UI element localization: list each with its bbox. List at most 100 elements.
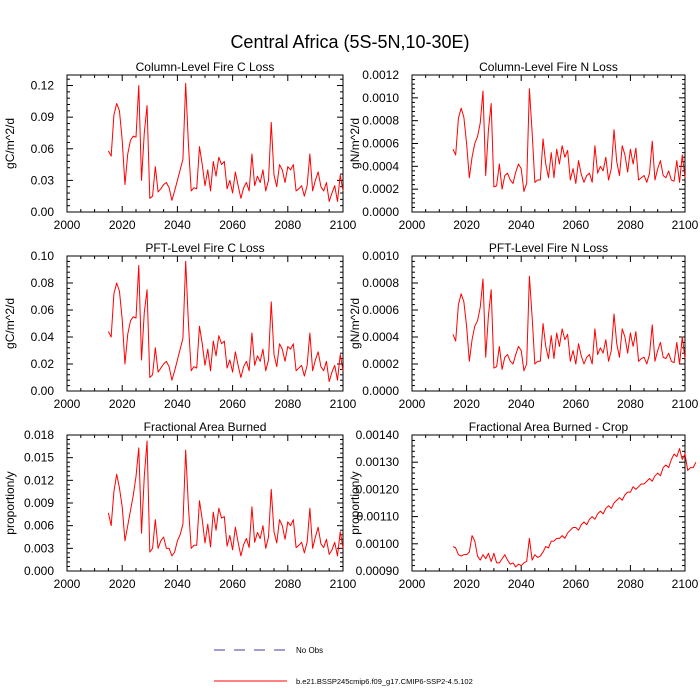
x-tick-label: 2060 <box>219 397 246 411</box>
x-tick-label: 2100 <box>330 218 357 232</box>
y-tick-label: 0.015 <box>24 451 54 465</box>
x-tick-label: 2020 <box>109 218 136 232</box>
panel-frame <box>411 434 686 572</box>
y-tick-label: 0.0002 <box>362 182 399 196</box>
y-tick-label: 0.018 <box>24 428 54 442</box>
x-tick-label: 2000 <box>399 218 426 232</box>
panel-frame <box>66 74 344 213</box>
x-tick-label: 2020 <box>453 218 480 232</box>
y-tick-label: 0.06 <box>31 303 55 317</box>
y-tick-label: 0.0010 <box>362 249 399 263</box>
panel-title: Column-Level Fire N Loss <box>479 60 618 74</box>
x-tick-label: 2080 <box>274 577 301 591</box>
panel-frame <box>411 255 686 392</box>
y-tick-label: 0.00 <box>31 384 55 398</box>
y-tick-label: 0.08 <box>31 276 55 290</box>
y-tick-label: 0.04 <box>31 330 55 344</box>
x-tick-label: 2080 <box>617 577 644 591</box>
legend: No Obs b.e21.BSSP245cmip6.f09_g17.CMIP6-… <box>214 646 473 686</box>
y-tick-label: 0.0012 <box>362 68 399 82</box>
y-tick-label: 0.12 <box>31 79 55 93</box>
series-line <box>107 440 344 557</box>
series-line <box>107 82 344 202</box>
x-tick-label: 2040 <box>508 577 535 591</box>
x-tick-label: 2080 <box>274 218 301 232</box>
panel-title: Fractional Area Burned - Crop <box>469 420 629 434</box>
y-tick-label: 0.02 <box>31 357 55 371</box>
x-tick-label: 2100 <box>330 397 357 411</box>
x-tick-label: 2040 <box>164 577 191 591</box>
y-tick-label: 0.0006 <box>362 303 399 317</box>
y-tick-label: 0.012 <box>24 473 54 487</box>
y-tick-label: 0.000 <box>24 564 54 578</box>
panel-2: PFT-Level Fire C Loss gC/m^2/d 2000 2020 204… <box>3 241 357 411</box>
y-axis-label: gC/m^2/d <box>3 118 17 169</box>
x-tick-label: 2020 <box>109 397 136 411</box>
y-tick-label: 0.0002 <box>362 357 399 371</box>
y-tick-label: 0.0004 <box>362 159 399 173</box>
series-line <box>452 275 686 372</box>
legend-label-model-run: b.e21.BSSP245cmip6.f09_g17.CMIP6-SSP2-4.… <box>296 677 473 686</box>
y-tick-label: 0.006 <box>24 519 54 533</box>
y-tick-label: 0.0010 <box>362 91 399 105</box>
y-axis-label: gN/m^2/d <box>348 298 362 349</box>
y-tick-label: 0.03 <box>31 173 55 187</box>
x-tick-label: 2000 <box>54 577 81 591</box>
x-tick-label: 2040 <box>508 397 535 411</box>
y-tick-label: 0.0008 <box>362 276 399 290</box>
y-tick-label: 0.00110 <box>357 510 400 524</box>
x-tick-label: 2100 <box>672 397 699 411</box>
panel-5: Fractional Area Burned - Crop proportion/… <box>348 420 699 591</box>
y-tick-label: 0.003 <box>24 541 54 555</box>
x-tick-label: 2100 <box>330 577 357 591</box>
y-tick-label: 0.00140 <box>356 428 400 442</box>
x-tick-label: 2060 <box>562 397 589 411</box>
series-line <box>107 260 344 383</box>
y-tick-label: 0.00130 <box>356 455 400 469</box>
panel-0: Column-Level Fire C Loss gC/m^2/d 2000 2020… <box>3 60 357 232</box>
y-tick-label: 0.0000 <box>362 384 399 398</box>
x-tick-label: 2060 <box>562 577 589 591</box>
x-tick-label: 2080 <box>617 218 644 232</box>
x-tick-label: 2040 <box>508 218 535 232</box>
x-tick-label: 2080 <box>274 397 301 411</box>
x-tick-label: 2020 <box>453 577 480 591</box>
x-tick-label: 2000 <box>54 397 81 411</box>
x-tick-label: 2100 <box>672 218 699 232</box>
y-tick-label: 0.10 <box>31 249 55 263</box>
panel-title: PFT-Level Fire C Loss <box>145 241 264 255</box>
y-tick-label: 0.00 <box>31 205 55 219</box>
y-axis-label: gN/m^2/d <box>348 118 362 169</box>
panel-3: PFT-Level Fire N Loss gN/m^2/d 2000 2020 204… <box>348 241 699 411</box>
x-tick-label: 2000 <box>399 397 426 411</box>
series-line <box>452 88 686 192</box>
y-tick-label: 0.0008 <box>362 114 399 128</box>
x-tick-label: 2000 <box>54 218 81 232</box>
panel-frame <box>411 74 686 213</box>
x-tick-label: 2080 <box>617 397 644 411</box>
x-tick-label: 2060 <box>562 218 589 232</box>
panel-title: PFT-Level Fire N Loss <box>489 241 608 255</box>
x-tick-label: 2040 <box>164 397 191 411</box>
x-tick-label: 2020 <box>453 397 480 411</box>
panel-title: Fractional Area Burned <box>144 420 267 434</box>
panel-frame <box>66 255 344 392</box>
panel-4: Fractional Area Burned proportion/y 2000 20… <box>3 420 357 591</box>
y-tick-label: 0.0006 <box>362 137 399 151</box>
x-tick-label: 2000 <box>399 577 426 591</box>
x-tick-label: 2060 <box>219 577 246 591</box>
y-tick-label: 0.009 <box>24 496 54 510</box>
x-tick-label: 2040 <box>164 218 191 232</box>
figure-title: Central Africa (5S-5N,10-30E) <box>230 32 469 52</box>
y-tick-label: 0.0004 <box>362 330 399 344</box>
panel-frame <box>66 434 344 572</box>
legend-label-no-obs: No Obs <box>296 646 323 655</box>
y-axis-label: proportion/y <box>3 471 17 534</box>
series-line <box>452 448 697 568</box>
x-tick-label: 2020 <box>109 577 136 591</box>
x-tick-label: 2060 <box>219 218 246 232</box>
y-tick-label: 0.06 <box>31 142 55 156</box>
y-tick-label: 0.0000 <box>362 205 399 219</box>
y-tick-label: 0.00120 <box>356 482 400 496</box>
y-tick-label: 0.09 <box>31 110 55 124</box>
